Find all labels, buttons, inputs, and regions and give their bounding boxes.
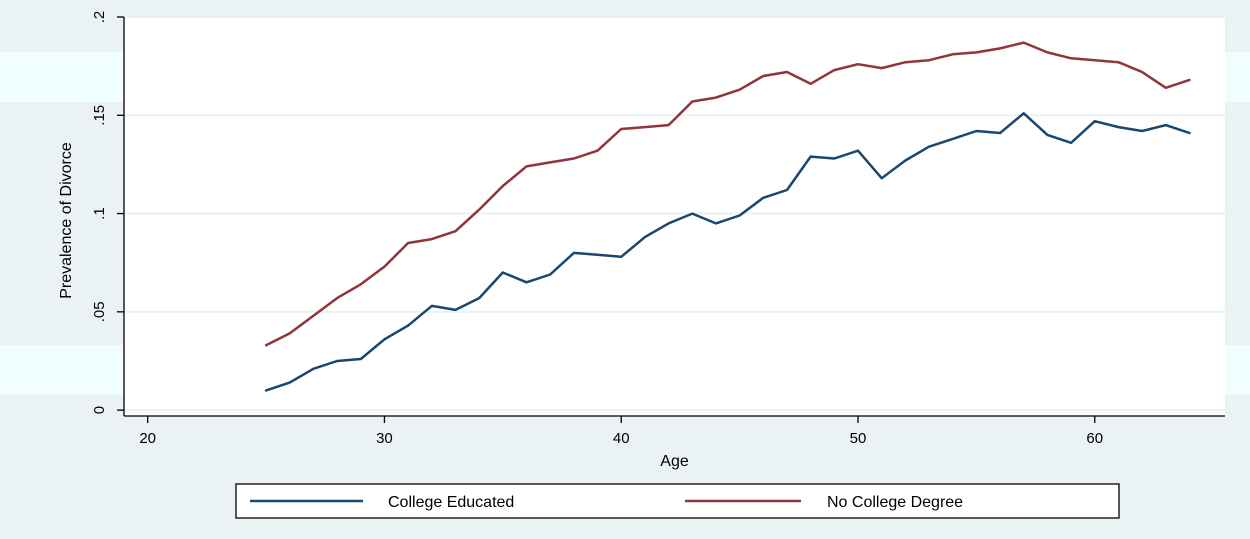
series-line-1 [264,41,1191,347]
x-tick-label-1: 30 [376,430,393,447]
plot-area [124,17,1225,416]
y-tick-label-3: .15 [91,105,108,126]
x-tick-label-3: 50 [850,430,867,447]
x-tick-label-4: 60 [1086,430,1103,447]
y-tick-label-1: .05 [91,301,108,322]
y-tick-label-2: .1 [91,207,108,220]
series-line-0 [264,112,1191,392]
y-tick-label-4: .2 [91,11,108,24]
legend-label-1: No College Degree [827,494,963,511]
legend-box [235,483,1120,519]
x-tick-label-2: 40 [613,430,630,447]
y-tick-label-0: 0 [91,406,108,414]
x-tick-label-0: 20 [139,430,156,447]
y-axis-title: Prevalence of Divorce [58,142,75,299]
legend-label-0: College Educated [388,494,514,511]
x-axis-title: Age [660,453,689,470]
